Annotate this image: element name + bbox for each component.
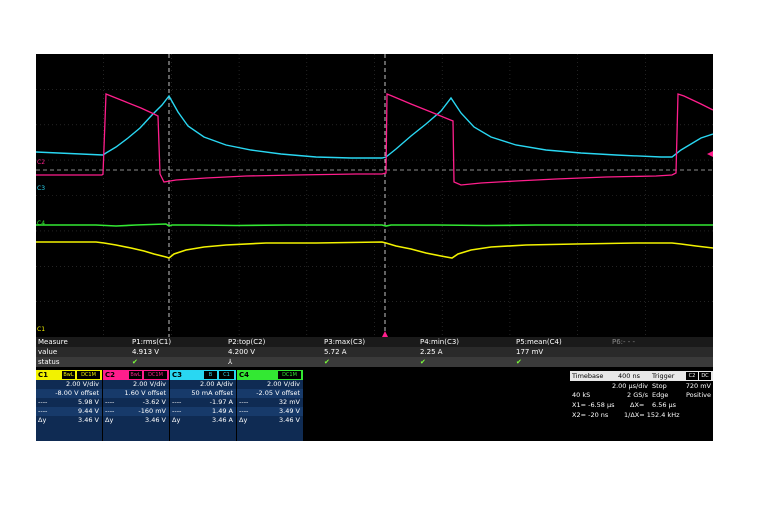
measure-p2[interactable]: P2:top(C2) [228, 338, 266, 346]
measure-p5[interactable]: P5:mean(C4) [516, 338, 562, 346]
measure-panel: Measure P1:rms(C1) P2:top(C2) P3:max(C3)… [36, 337, 713, 441]
coupling-badge: DC1M [77, 371, 100, 379]
status-label: status [38, 358, 60, 366]
status-ok-icon: ✔ [132, 358, 138, 366]
graticule [36, 54, 713, 337]
trigger-level: 720 mV [685, 382, 711, 390]
c3-marker: C3 [37, 185, 45, 192]
channel-box-c4[interactable]: C4 DC1M 2.00 V/div -2.05 V offset ---- 32… [237, 370, 303, 441]
cursor-dx-readout: ΔX= 6.56 µs [630, 401, 677, 409]
measure-p1[interactable]: P1:rms(C1) [132, 338, 172, 346]
timebase-trigger-panel[interactable]: Timebase 400 ns Trigger C2 DC 2.00 µs/di… [570, 370, 713, 441]
timebase-samples: 40 kS [572, 391, 591, 399]
measure-value-row: value 4.913 V 4.200 V 5.72 A 2.25 A 177 … [36, 347, 713, 357]
measure-label: Measure [38, 338, 68, 346]
c4-marker: C4 [37, 220, 45, 227]
cursor-x2-readout: X2= -20 ns [572, 411, 609, 419]
timebase-rate: 2 GS/s [627, 391, 648, 399]
measure-p3[interactable]: P3:max(C3) [324, 338, 366, 346]
channel-box-c1[interactable]: C1 BwL DC1M 2.00 V/div -8.00 V offset --… [36, 370, 102, 441]
channel-box-c3[interactable]: C3 B C1 2.00 A/div 50 mA offset ---- -1.9… [170, 370, 236, 441]
bandwidth-limit-badge: B [204, 371, 217, 379]
oscilloscope-display: C2 C3 C4 C1 Measure P1:rms(C1) P2:top(C2… [36, 54, 713, 441]
trace-c4 [36, 223, 713, 227]
trigger-source-badge: C2 [686, 372, 698, 380]
trace-c1 [36, 241, 713, 259]
timebase-header[interactable]: Timebase 400 ns [570, 371, 650, 381]
trigger-type: Edge [652, 391, 669, 399]
status-warning-icon: ⅄ [228, 358, 233, 366]
measure-status-row: status ✔ ⅄ ✔ ✔ ✔ [36, 357, 713, 367]
value-p2: 4.200 V [228, 348, 256, 356]
value-p3: 5.72 A [324, 348, 347, 356]
timebase-tdiv: 2.00 µs/div [611, 382, 648, 390]
status-ok-icon: ✔ [516, 358, 522, 366]
bandwidth-limit-badge: BwL [62, 371, 75, 379]
value-p1: 4.913 V [132, 348, 160, 356]
measure-header-row: Measure P1:rms(C1) P2:top(C2) P3:max(C3)… [36, 337, 713, 347]
value-p4: 2.25 A [420, 348, 443, 356]
channel-header: C2 BwL DC1M [103, 370, 169, 380]
value-p5: 177 mV [516, 348, 544, 356]
channel-header: C1 BwL DC1M [36, 370, 102, 380]
coupling-badge: DC1M [144, 371, 167, 379]
cursor-inv-readout: 1/ΔX= 152.4 kHz [624, 411, 680, 419]
c1-marker: C1 [37, 326, 45, 333]
channel-header: C3 B C1 [170, 370, 236, 380]
status-ok-icon: ✔ [324, 358, 330, 366]
channel-box-c2[interactable]: C2 BwL DC1M 2.00 V/div 1.60 V offset ---… [103, 370, 169, 441]
measure-p4[interactable]: P4:min(C3) [420, 338, 460, 346]
trigger-coupling-badge: DC [699, 372, 711, 380]
bandwidth-limit-badge: BwL [129, 371, 142, 379]
trigger-header[interactable]: Trigger [650, 371, 713, 381]
status-ok-icon: ✔ [420, 358, 426, 366]
trace-c2 [36, 93, 713, 186]
coupling-badge: C1 [219, 371, 234, 379]
coupling-badge: DC1M [278, 371, 301, 379]
cursor-x1-readout: X1= -6.58 µs [572, 401, 615, 409]
trigger-time-marker [382, 331, 388, 337]
c2-marker: C2 [37, 159, 45, 166]
trigger-slope: Positive [685, 391, 711, 399]
measure-p6[interactable]: P6:- - - [612, 338, 636, 346]
trigger-mode: Stop [652, 382, 667, 390]
channel-header: C4 DC1M [237, 370, 303, 380]
trigger-level-marker [707, 151, 713, 157]
value-label: value [38, 348, 58, 356]
waveform-grid[interactable]: C2 C3 C4 C1 [36, 54, 713, 337]
